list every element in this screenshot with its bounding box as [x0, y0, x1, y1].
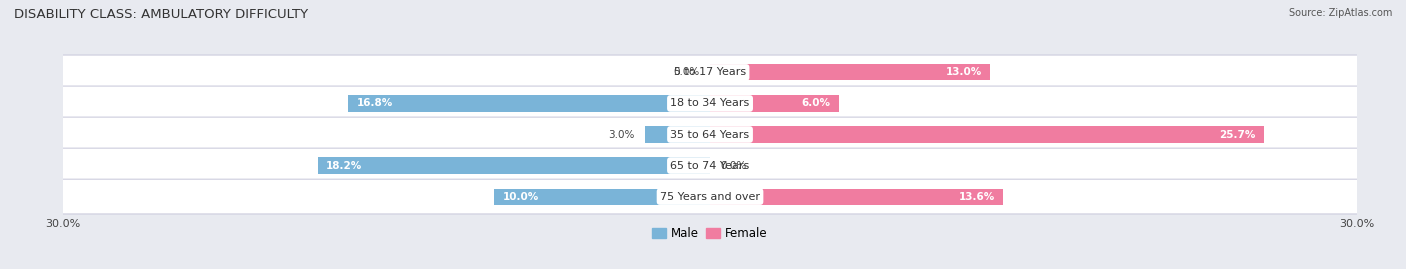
Legend: Male, Female: Male, Female: [648, 222, 772, 245]
FancyBboxPatch shape: [53, 117, 1367, 152]
Text: 18.2%: 18.2%: [326, 161, 363, 171]
Bar: [710, 126, 1264, 143]
FancyBboxPatch shape: [53, 86, 1367, 121]
Bar: [318, 157, 710, 174]
Text: 3.0%: 3.0%: [609, 129, 634, 140]
FancyBboxPatch shape: [53, 179, 1367, 214]
Text: 5 to 17 Years: 5 to 17 Years: [673, 68, 747, 77]
Bar: [710, 64, 990, 80]
Text: DISABILITY CLASS: AMBULATORY DIFFICULTY: DISABILITY CLASS: AMBULATORY DIFFICULTY: [14, 8, 308, 21]
Text: 16.8%: 16.8%: [357, 98, 392, 108]
FancyBboxPatch shape: [53, 148, 1367, 183]
Text: 25.7%: 25.7%: [1219, 129, 1256, 140]
Bar: [495, 189, 710, 205]
Text: Source: ZipAtlas.com: Source: ZipAtlas.com: [1288, 8, 1392, 18]
Text: 13.6%: 13.6%: [959, 192, 994, 201]
FancyBboxPatch shape: [53, 55, 1367, 90]
Bar: [710, 189, 1004, 205]
Bar: [347, 95, 710, 112]
Bar: [710, 95, 839, 112]
Text: 0.0%: 0.0%: [673, 68, 699, 77]
Text: 75 Years and over: 75 Years and over: [659, 192, 761, 201]
Bar: [645, 126, 710, 143]
Text: 35 to 64 Years: 35 to 64 Years: [671, 129, 749, 140]
Text: 10.0%: 10.0%: [503, 192, 540, 201]
Text: 65 to 74 Years: 65 to 74 Years: [671, 161, 749, 171]
Text: 0.0%: 0.0%: [721, 161, 747, 171]
Text: 18 to 34 Years: 18 to 34 Years: [671, 98, 749, 108]
Text: 6.0%: 6.0%: [801, 98, 831, 108]
Text: 13.0%: 13.0%: [945, 68, 981, 77]
